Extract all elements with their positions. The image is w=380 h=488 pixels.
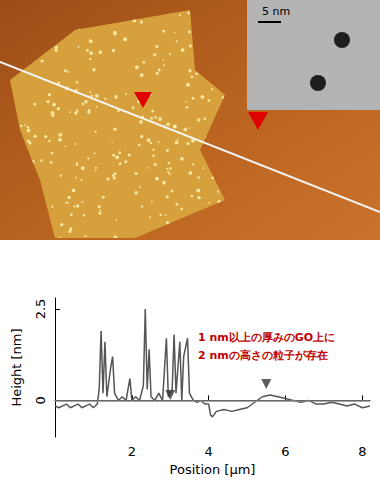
svg-text:2: 2 (128, 444, 136, 459)
svg-text:1 nm以上の厚みのGO上に: 1 nm以上の厚みのGO上に (198, 331, 335, 344)
svg-text:5 nm: 5 nm (262, 5, 290, 18)
svg-text:6: 6 (281, 444, 289, 459)
svg-text:Height [nm]: Height [nm] (9, 328, 24, 406)
svg-text:8: 8 (358, 444, 366, 459)
svg-text:Position [μm]: Position [μm] (170, 462, 256, 477)
svg-text:4: 4 (205, 444, 213, 459)
svg-text:2 nmの高さの粒子が存在: 2 nmの高さの粒子が存在 (198, 349, 328, 362)
svg-text:2.5: 2.5 (33, 299, 48, 320)
svg-text:0: 0 (33, 396, 48, 404)
